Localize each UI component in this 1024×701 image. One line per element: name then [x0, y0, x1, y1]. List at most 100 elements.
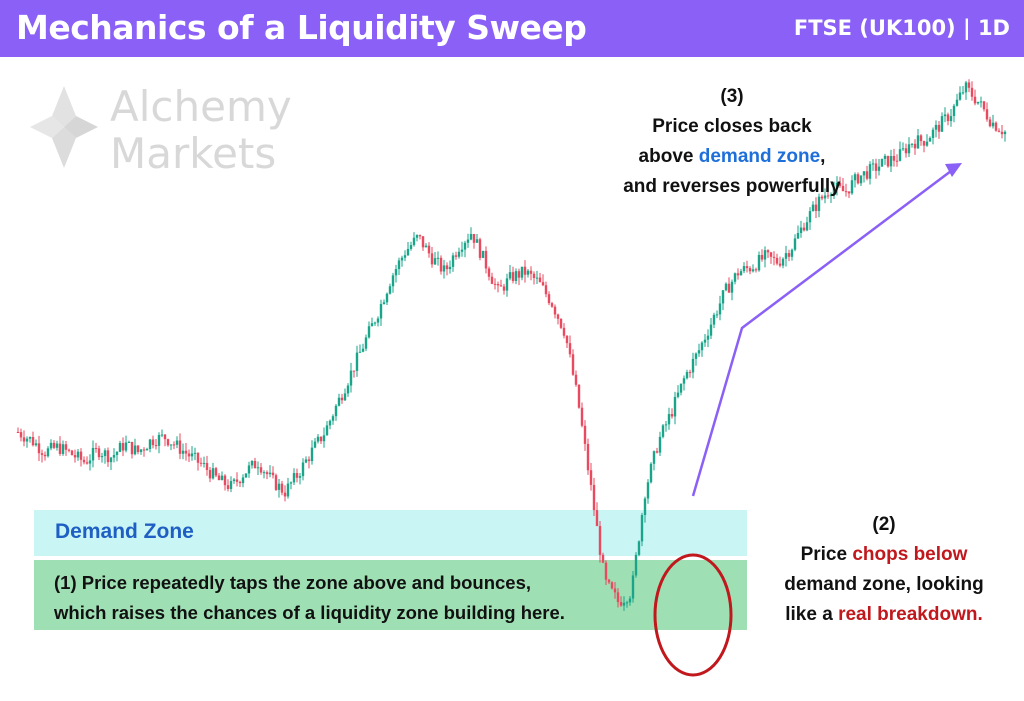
candle-body	[937, 124, 941, 132]
candle-body	[25, 438, 29, 442]
candle-body	[904, 148, 908, 154]
candle-body	[790, 249, 794, 257]
candle-body	[955, 99, 959, 106]
candle-body	[292, 473, 296, 483]
candle-body	[952, 105, 956, 117]
candle-body	[328, 420, 332, 426]
candle-body	[703, 339, 707, 343]
candle-body	[52, 442, 56, 448]
step3-annotation: (3) Price closes back above demand zone,…	[600, 82, 864, 202]
candle-body	[178, 440, 182, 454]
step3-highlight: demand zone	[698, 146, 821, 167]
candle-body	[721, 290, 725, 304]
candle-body	[754, 269, 758, 271]
candle-body	[124, 442, 128, 451]
candle-body	[418, 235, 422, 237]
candles-group	[16, 79, 1007, 611]
candle-body	[94, 447, 98, 449]
candle-body	[730, 281, 734, 293]
step3-line2-pre: above	[638, 146, 699, 167]
candle-body	[610, 582, 614, 589]
candle-body	[79, 451, 83, 460]
candle-body	[439, 257, 443, 272]
candle-body	[880, 158, 884, 167]
candle-body	[136, 445, 140, 453]
step2-number: (2)	[872, 514, 896, 535]
candle-body	[535, 277, 539, 279]
candle-body	[139, 449, 143, 453]
candle-body	[568, 343, 572, 355]
candle-body	[538, 277, 542, 283]
candle-body	[16, 432, 20, 433]
candle-body	[157, 434, 161, 446]
candle-body	[127, 441, 131, 443]
candle-body	[103, 450, 107, 457]
candle-body	[616, 592, 620, 603]
candle-body	[526, 270, 530, 275]
candle-body	[214, 468, 218, 476]
candle-body	[301, 462, 305, 477]
candle-body	[199, 462, 203, 464]
candle-body	[313, 441, 317, 448]
candle-body	[643, 498, 647, 516]
candle-body	[559, 318, 563, 328]
candle-body	[493, 283, 497, 285]
candle-body	[835, 182, 839, 189]
candle-body	[601, 554, 605, 563]
candle-body	[277, 483, 281, 490]
step1-line1: (1) Price repeatedly taps the zone above…	[54, 572, 532, 593]
candle-body	[991, 122, 995, 127]
candle-body	[415, 235, 419, 238]
candle-body	[787, 253, 791, 257]
ticker-label: FTSE (UK100) | 1D	[793, 16, 1010, 40]
candle-body	[304, 459, 308, 463]
candle-body	[112, 455, 116, 458]
candle-body	[781, 258, 785, 266]
candle-body	[85, 462, 89, 464]
candle-body	[196, 452, 200, 463]
candle-body	[1000, 131, 1004, 135]
candle-body	[688, 372, 692, 374]
candle-body	[334, 405, 338, 417]
candle-body	[391, 275, 395, 287]
sweep-circle	[653, 553, 733, 677]
candle-body	[229, 481, 233, 489]
candle-body	[631, 575, 635, 599]
candle-body	[49, 442, 53, 449]
candle-body	[841, 185, 845, 192]
candle-body	[34, 443, 38, 446]
candle-body	[409, 245, 413, 249]
candle-body	[565, 335, 569, 344]
candle-body	[733, 273, 737, 282]
candle-body	[775, 257, 779, 264]
candle-body	[163, 434, 167, 440]
candle-body	[316, 436, 320, 442]
candle-body	[760, 254, 764, 260]
candle-body	[640, 515, 644, 542]
candle-body	[769, 252, 773, 257]
candle-body	[430, 253, 434, 265]
candle-body	[358, 351, 362, 353]
candle-body	[394, 269, 398, 276]
candle-body	[193, 452, 197, 454]
candle-body	[622, 602, 626, 606]
candle-body	[871, 163, 875, 165]
candle-body	[661, 425, 665, 437]
candle-body	[202, 462, 206, 464]
page-title: Mechanics of a Liquidity Sweep	[16, 8, 587, 47]
candle-body	[859, 175, 863, 184]
candle-body	[382, 302, 386, 304]
candle-body	[463, 242, 467, 250]
candle-body	[1003, 131, 1007, 135]
candle-body	[466, 239, 470, 243]
candle-body	[355, 352, 359, 371]
candle-body	[718, 303, 722, 315]
candle-body	[190, 453, 194, 457]
candle-body	[691, 358, 695, 373]
candle-body	[628, 598, 632, 603]
candle-body	[928, 137, 932, 142]
candle-body	[976, 101, 980, 104]
candle-body	[211, 468, 215, 479]
candle-body	[295, 473, 299, 478]
